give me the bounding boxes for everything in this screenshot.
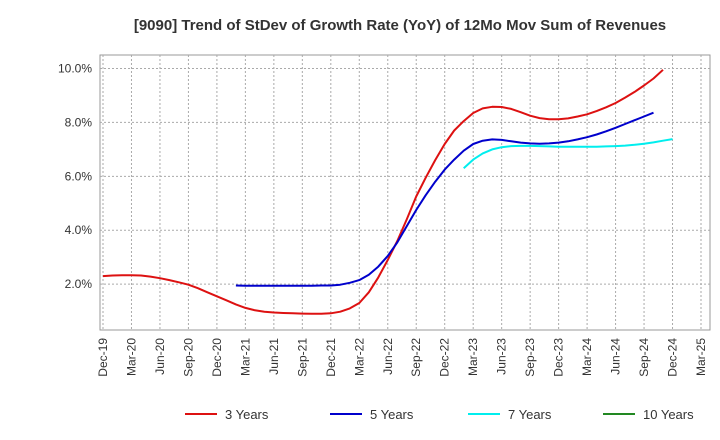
x-tick-label: Sep-24 (637, 338, 651, 377)
x-tick-label: Sep-22 (409, 338, 423, 377)
legend-item-3-years[interactable]: 3 Years (185, 407, 269, 422)
x-tick-label: Mar-20 (124, 338, 138, 376)
x-tick-label: Dec-19 (96, 338, 110, 377)
x-tick-label: Dec-22 (438, 338, 452, 377)
x-tick-label: Jun-23 (495, 338, 509, 375)
y-tick-label: 6.0% (65, 169, 93, 183)
x-tick-label: Mar-25 (694, 338, 708, 376)
x-tick-label: Jun-21 (267, 338, 281, 375)
plot-area (99, 54, 711, 331)
legend-item-7-years[interactable]: 7 Years (468, 407, 552, 422)
x-tick-label: Mar-21 (238, 338, 252, 376)
legend-item-10-years[interactable]: 10 Years (603, 407, 694, 422)
y-tick-label: 10.0% (58, 61, 92, 75)
y-tick-label: 4.0% (65, 223, 93, 237)
chart-title: [9090] Trend of StDev of Growth Rate (Yo… (134, 17, 666, 34)
y-axis: 2.0% 4.0% 6.0% 8.0% 10.0% (58, 61, 92, 291)
x-tick-label: Mar-23 (466, 338, 480, 376)
x-tick-label: Dec-21 (324, 338, 338, 377)
y-tick-label: 2.0% (65, 277, 93, 291)
legend-label: 10 Years (643, 407, 694, 422)
x-tick-label: Dec-24 (666, 338, 680, 377)
x-tick-label: Sep-23 (523, 338, 537, 377)
series-line-5-years (235, 111, 654, 287)
x-tick-label: Mar-22 (352, 338, 366, 376)
x-tick-label: Dec-20 (210, 338, 224, 377)
series-line-3-years (102, 69, 664, 315)
x-tick-label: Sep-21 (295, 338, 309, 377)
legend-item-5-years[interactable]: 5 Years (330, 407, 414, 422)
x-tick-label: Mar-24 (580, 338, 594, 376)
grid (100, 55, 710, 330)
x-tick-label: Dec-23 (552, 338, 566, 377)
legend-label: 3 Years (225, 407, 269, 422)
x-tick-label: Jun-22 (381, 338, 395, 375)
x-axis: Dec-19 Mar-20 Jun-20 Sep-20 Dec-20 Mar-21 Jun-… (96, 338, 708, 377)
series-line-7-years (463, 138, 673, 169)
legend-label: 5 Years (370, 407, 414, 422)
y-tick-label: 8.0% (65, 115, 93, 129)
x-tick-label: Sep-20 (181, 338, 195, 377)
x-tick-label: Jun-24 (609, 338, 623, 375)
series-lines (102, 69, 673, 315)
legend-label: 7 Years (508, 407, 552, 422)
legend[interactable]: 3 Years 5 Years 7 Years 10 Years (185, 407, 694, 422)
x-tick-label: Jun-20 (153, 338, 167, 375)
